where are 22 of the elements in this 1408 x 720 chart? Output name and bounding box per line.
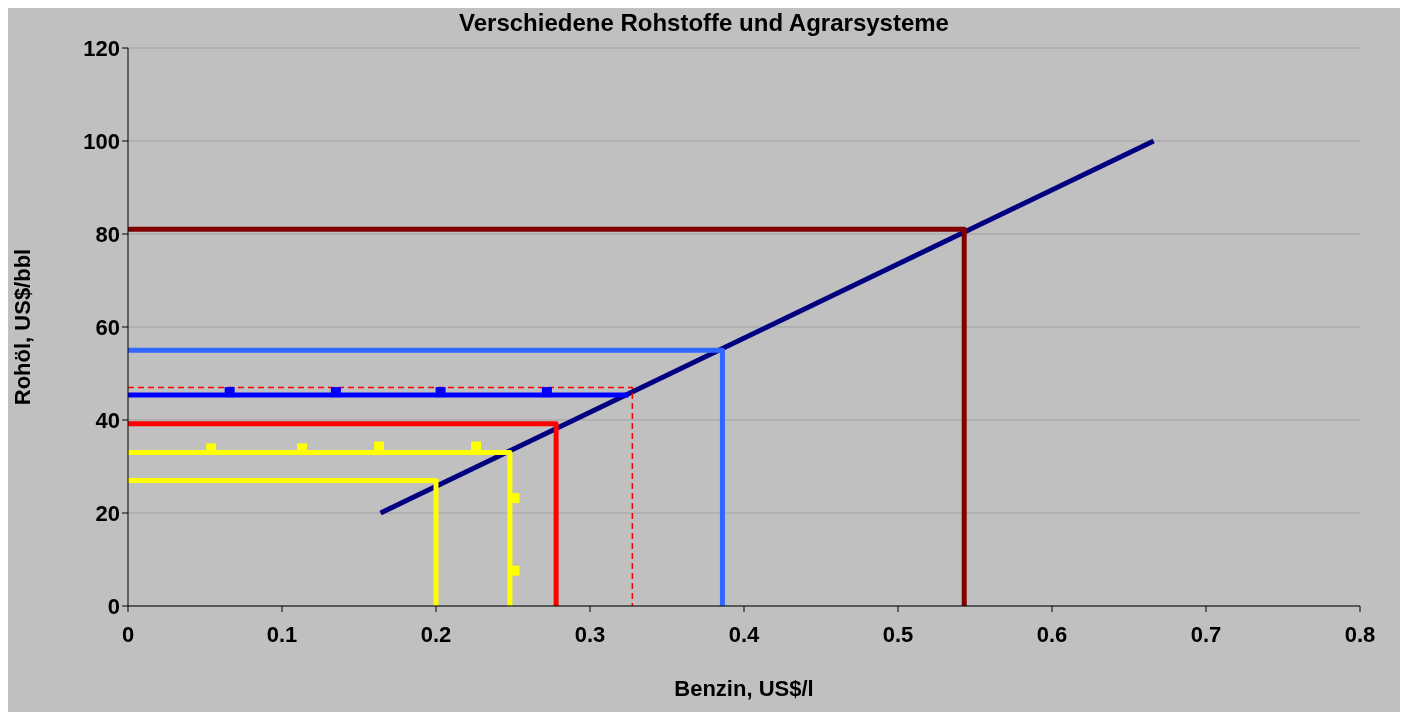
point bbox=[435, 387, 446, 398]
point bbox=[541, 387, 552, 398]
x-tick-label: 0.8 bbox=[1344, 621, 1376, 647]
point bbox=[224, 387, 235, 398]
y-tick-label: 0 bbox=[107, 593, 120, 619]
y-tick-label: 80 bbox=[95, 221, 120, 247]
x-tick-label: 0.7 bbox=[1190, 621, 1222, 647]
chart-title: Verschiedene Rohstoffe und Agrarsysteme bbox=[459, 9, 949, 36]
y-tick-label: 120 bbox=[83, 35, 120, 61]
x-tick-label: 0.3 bbox=[574, 621, 606, 647]
y-tick-label: 40 bbox=[95, 407, 120, 433]
x-tick-label: 0.2 bbox=[420, 621, 452, 647]
x-tick-label: 0.5 bbox=[882, 621, 914, 647]
point bbox=[330, 387, 341, 398]
x-tick-label: 0.6 bbox=[1036, 621, 1068, 647]
x-axis-title: Benzin, US$/l bbox=[674, 676, 814, 701]
x-tick-label: 0.1 bbox=[266, 621, 298, 647]
y-tick-label: 100 bbox=[83, 128, 120, 154]
x-tick-label: 0.4 bbox=[728, 621, 761, 647]
y-axis-title: Rohöl, US$/bbl bbox=[9, 248, 35, 406]
y-tick-label: 60 bbox=[95, 314, 120, 340]
y-tick-label: 20 bbox=[95, 500, 120, 526]
